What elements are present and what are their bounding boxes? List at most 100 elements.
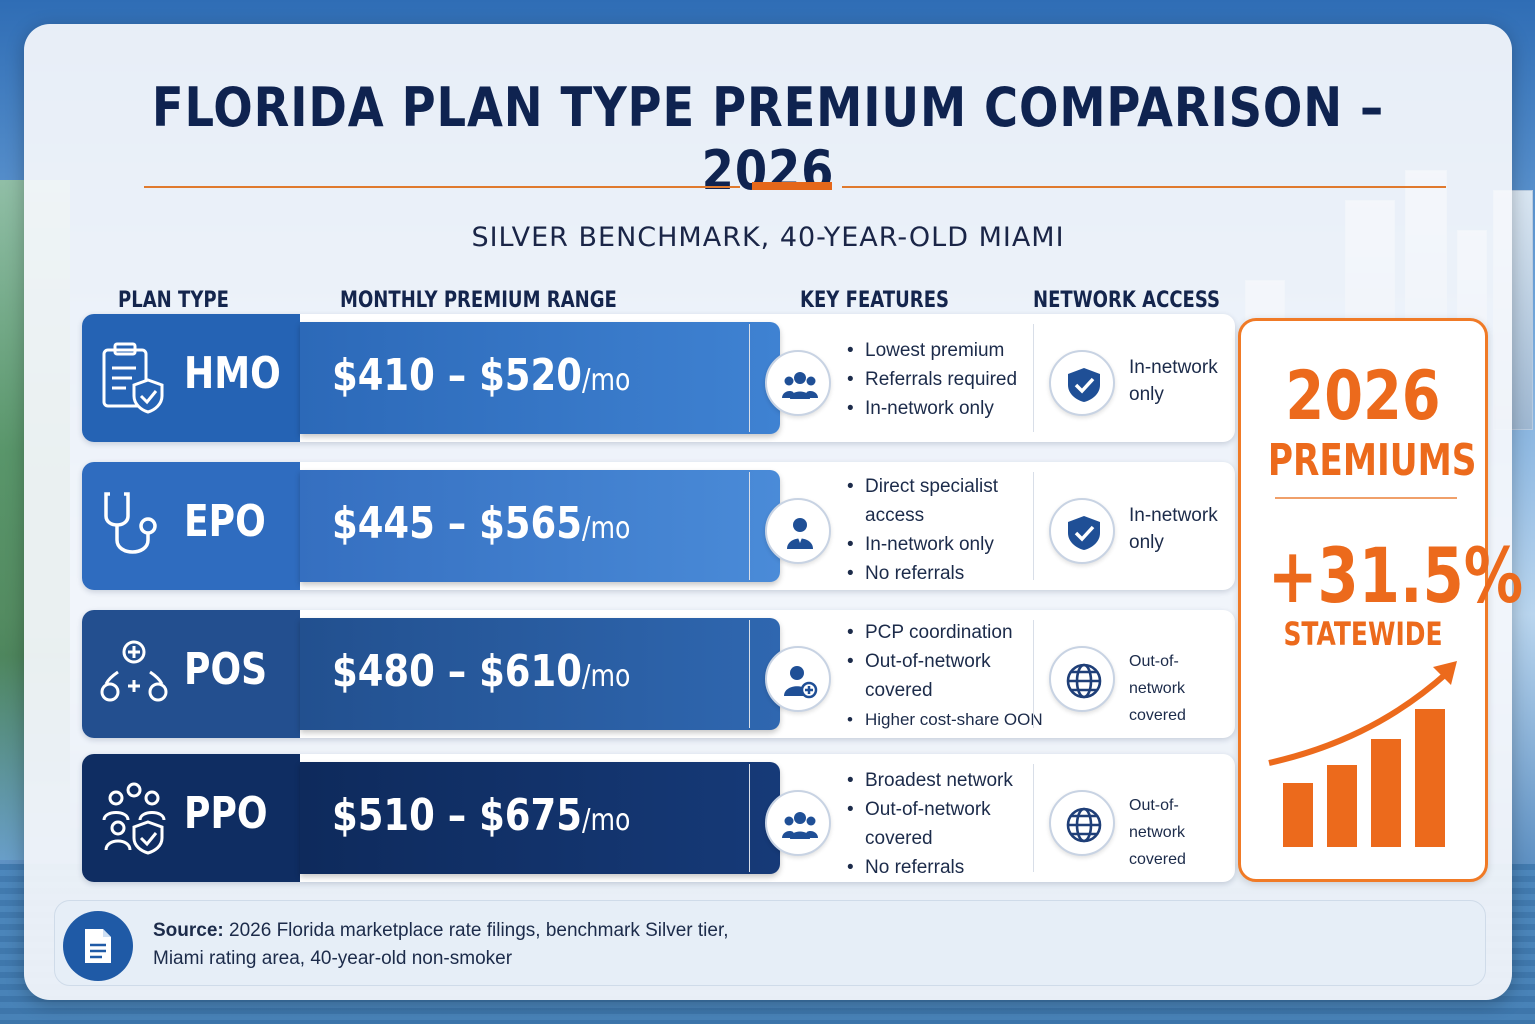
network-line: only [1129, 384, 1164, 405]
title-rule-left [144, 186, 740, 188]
network-line: only [1129, 532, 1164, 553]
care-network-icon [100, 640, 168, 702]
shield-check-icon [1049, 498, 1115, 564]
network-access-text: Out-of-network covered [1129, 648, 1234, 729]
title-rule-accent [752, 182, 832, 190]
source-line: Miami rating area, 40-year-old non-smoke… [153, 948, 513, 969]
source-note: Source: 2026 Florida marketplace rate fi… [54, 900, 1486, 986]
feature-item: covered [865, 828, 933, 849]
group-icon [765, 350, 831, 416]
price-text: $480 – $610 [332, 646, 582, 697]
column-divider [749, 764, 750, 872]
price-unit: /mo [581, 803, 631, 838]
column-header-features: KEY FEATURES [800, 288, 950, 313]
shield-check-icon [1049, 350, 1115, 416]
feature-item: Higher cost-share OON [847, 705, 1043, 734]
plan-label-box: PPO [82, 754, 300, 882]
network-line: In-network [1129, 357, 1218, 378]
price-unit: /mo [581, 659, 631, 694]
column-divider [749, 472, 750, 580]
plan-label-box: POS [82, 610, 300, 738]
premium-range: $445 – $565/mo [332, 498, 630, 549]
premium-range: $410 – $520/mo [332, 350, 630, 401]
plan-label-box: HMO [82, 314, 300, 442]
column-divider [749, 620, 750, 728]
feature-list: Broadest network Out-of-network covered … [847, 766, 1013, 882]
feature-list: Lowest premium Referrals required In-net… [847, 336, 1017, 423]
price-text: $410 – $520 [332, 350, 582, 401]
price-text: $510 – $675 [332, 790, 582, 841]
feature-list: Direct specialist access In-network only… [847, 472, 998, 588]
stat-year: 2026 [1285, 357, 1441, 436]
network-access-text: Out-of-network covered [1129, 792, 1234, 873]
network-line: Out-of-network [1129, 797, 1186, 841]
network-line: covered [1129, 707, 1186, 724]
column-divider [749, 324, 750, 432]
plan-name: EPO [184, 496, 266, 547]
plan-row-hmo: HMO $410 – $520/mo Lowest premium Referr… [82, 314, 1235, 442]
statewide-change-card: 2026 PREMIUMS +31.5% STATEWIDE [1238, 318, 1524, 882]
stat-change: +31.5% [1267, 531, 1524, 620]
stat-divider [1275, 497, 1457, 499]
feature-item: Out-of-network [847, 795, 1013, 824]
plan-label-box: EPO [82, 462, 300, 590]
plan-row-ppo: PPO $510 – $675/mo Broadest network Out-… [82, 754, 1235, 882]
column-divider [1033, 324, 1034, 432]
source-line: 2026 Florida marketplace rate filings, b… [223, 920, 729, 941]
feature-item: Lowest premium [847, 336, 1017, 365]
network-access-text: In-network only [1129, 354, 1234, 408]
premium-bar: $410 – $520/mo [300, 322, 780, 434]
feature-list: PCP coordination Out-of-network covered … [847, 618, 1043, 734]
person-plus-icon [765, 646, 831, 712]
plan-row-pos: POS $480 – $610/mo PCP coordination Out-… [82, 610, 1235, 738]
globe-icon [1049, 646, 1115, 712]
plan-name: HMO [184, 348, 281, 399]
column-divider [1033, 472, 1034, 580]
doctor-icon [765, 498, 831, 564]
source-label: Source: [153, 920, 224, 941]
rising-bar-chart-icon [1268, 661, 1457, 847]
feature-item: No referrals [847, 853, 1013, 882]
people-shield-icon [102, 782, 166, 855]
feature-item: In-network only [847, 394, 1017, 423]
feature-item: access [865, 505, 925, 526]
source-text: Source: 2026 Florida marketplace rate fi… [153, 917, 729, 973]
clipboard-shield-icon [102, 342, 164, 414]
feature-item: Broadest network [847, 766, 1013, 795]
plan-name: PPO [184, 788, 268, 839]
feature-item: PCP coordination [847, 618, 1043, 647]
stat-scope: STATEWIDE [1283, 615, 1443, 653]
premium-bar: $480 – $610/mo [300, 618, 780, 730]
network-line: In-network [1129, 505, 1218, 526]
price-unit: /mo [581, 511, 631, 546]
column-divider [1033, 764, 1034, 872]
premium-bar: $445 – $565/mo [300, 470, 780, 582]
infographic-card: FLORIDA PLAN TYPE PREMIUM COMPARISON – 2… [24, 24, 1524, 1000]
network-access-text: In-network only [1129, 502, 1234, 556]
feature-item: Direct specialist [847, 472, 998, 501]
feature-item: No referrals [847, 559, 998, 588]
title-rule-right [842, 186, 1446, 188]
feature-item: Referrals required [847, 365, 1017, 394]
stat-label: PREMIUMS [1267, 435, 1477, 486]
column-header-network: NETWORK ACCESS [1033, 288, 1221, 313]
group-icon [765, 790, 831, 856]
network-line: covered [1129, 851, 1186, 868]
price-unit: /mo [581, 363, 631, 398]
premium-range: $510 – $675/mo [332, 790, 630, 841]
feature-item: covered [865, 680, 933, 701]
stethoscope-icon [104, 492, 157, 554]
column-divider [1033, 620, 1034, 728]
premium-range: $480 – $610/mo [332, 646, 630, 697]
column-header-premium: MONTHLY PREMIUM RANGE [340, 288, 617, 313]
page-title: FLORIDA PLAN TYPE PREMIUM COMPARISON – 2… [151, 76, 1385, 202]
column-header-plan-type: PLAN TYPE [118, 288, 229, 313]
document-icon [63, 911, 133, 981]
plan-row-epo: EPO $445 – $565/mo Direct specialist acc… [82, 462, 1235, 590]
feature-item: In-network only [847, 530, 998, 559]
globe-icon [1049, 790, 1115, 856]
price-text: $445 – $565 [332, 498, 582, 549]
network-line: Out-of-network [1129, 653, 1186, 697]
premium-bar: $510 – $675/mo [300, 762, 780, 874]
subtitle: SILVER BENCHMARK, 40-YEAR-OLD MIAMI [471, 222, 1065, 253]
